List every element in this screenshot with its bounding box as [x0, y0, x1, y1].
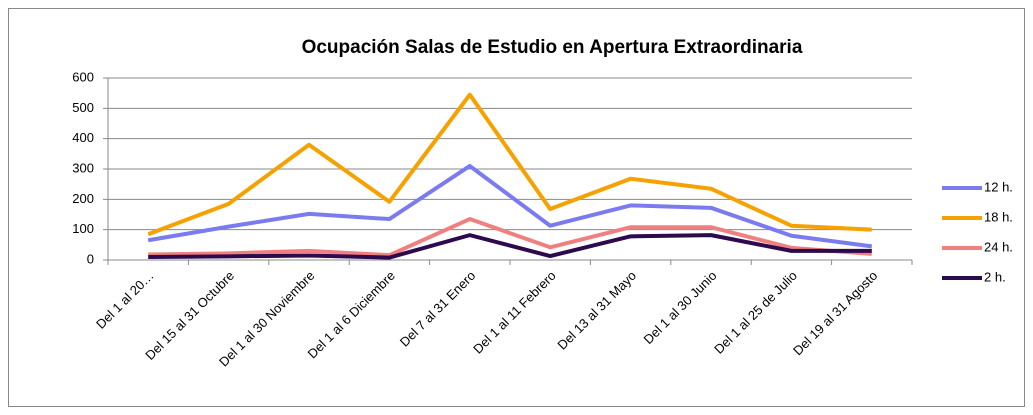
y-tick-label: 500	[72, 100, 94, 115]
legend-label: 18 h.	[984, 209, 1013, 224]
chart-border	[8, 8, 1025, 407]
legend-label: 2 h.	[984, 269, 1006, 284]
y-tick-label: 100	[72, 221, 94, 236]
y-tick-label: 600	[72, 69, 94, 84]
legend-label: 24 h.	[984, 239, 1013, 254]
y-tick-label: 200	[72, 191, 94, 206]
series-line	[147, 163, 873, 249]
y-tick-label: 300	[72, 160, 94, 175]
y-tick-label: 0	[87, 251, 94, 266]
series-line	[148, 233, 872, 260]
series-line	[148, 217, 872, 258]
legend-label: 12 h.	[984, 179, 1013, 194]
chart-title: Ocupación Salas de Estudio en Apertura E…	[302, 37, 803, 58]
y-tick-label: 400	[72, 130, 94, 145]
series-line	[147, 92, 872, 237]
